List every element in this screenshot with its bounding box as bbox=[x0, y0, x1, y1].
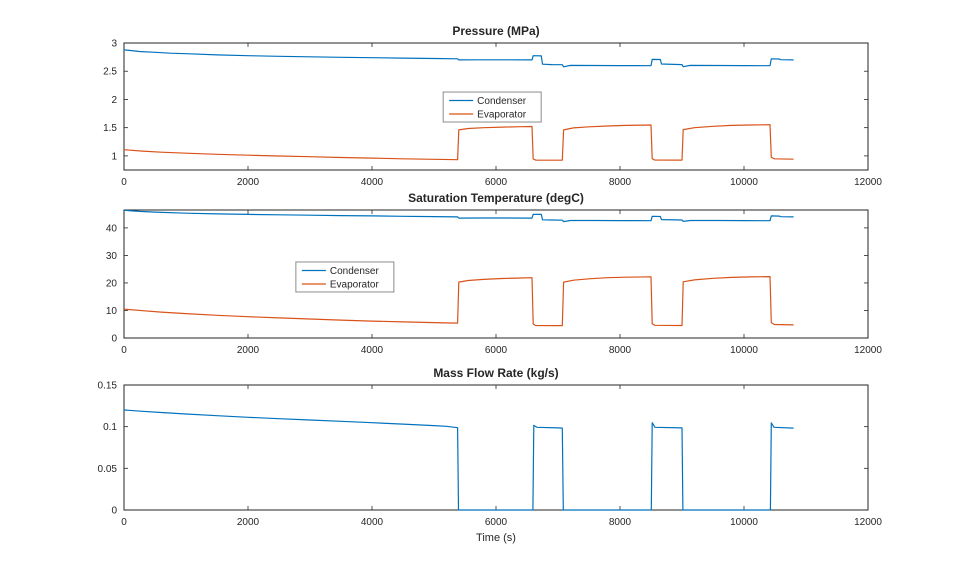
y-tick-label: 0 bbox=[111, 506, 117, 517]
x-tick-label: 4000 bbox=[361, 345, 384, 356]
x-tick-label: 8000 bbox=[609, 177, 632, 188]
chart-mass-flow-rate: 0 2000 4000 6000 8000 10000 12000 0 0.05 0.1 0.15 M… bbox=[98, 366, 883, 544]
y-tick-label: 3 bbox=[111, 39, 117, 50]
y-tick-label: 0.15 bbox=[98, 381, 118, 392]
x-tick-label: 4000 bbox=[361, 517, 384, 528]
x-tick-label: 12000 bbox=[854, 177, 882, 188]
x-tick-label: 6000 bbox=[485, 517, 508, 528]
legend-label: Evaporator bbox=[477, 110, 527, 121]
series-evaporator bbox=[123, 124, 794, 161]
x-tick-label: 2000 bbox=[237, 517, 260, 528]
x-tick-label: 8000 bbox=[609, 517, 632, 528]
y-tick-label: 0 bbox=[111, 334, 117, 345]
chart-pressure: 0 2000 4000 6000 8000 10000 12000 1 1.5 2 2.5 3 Pres… bbox=[103, 24, 882, 188]
y-tick-label: 30 bbox=[106, 251, 118, 262]
x-tick-label: 10000 bbox=[730, 345, 758, 356]
y-tick-label: 1 bbox=[111, 151, 117, 162]
x-tick-label: 0 bbox=[121, 177, 127, 188]
x-tick-label: 12000 bbox=[854, 345, 882, 356]
y-tick-label: 0.05 bbox=[98, 464, 118, 475]
x-axis-label: Time (s) bbox=[476, 532, 516, 544]
y-tick-label: 1.5 bbox=[103, 123, 117, 134]
series-condenser bbox=[123, 49, 794, 68]
x-tick-label: 10000 bbox=[730, 177, 758, 188]
chart-title: Saturation Temperature (degC) bbox=[408, 191, 584, 205]
legend-label: Condenser bbox=[330, 266, 380, 277]
legend-box bbox=[442, 91, 542, 123]
x-tick-label: 2000 bbox=[237, 345, 260, 356]
y-tick-label: 40 bbox=[106, 223, 118, 234]
plot-box bbox=[123, 384, 869, 511]
x-tick-label: 10000 bbox=[730, 517, 758, 528]
plot-box bbox=[123, 209, 869, 339]
legend-box bbox=[295, 261, 395, 293]
x-tick-label: 0 bbox=[121, 517, 127, 528]
chart-title: Mass Flow Rate (kg/s) bbox=[433, 366, 558, 380]
x-tick-label: 4000 bbox=[361, 177, 384, 188]
x-tick-label: 0 bbox=[121, 345, 127, 356]
series-mass-flow bbox=[123, 409, 794, 511]
x-tick-label: 8000 bbox=[609, 345, 632, 356]
y-tick-label: 20 bbox=[106, 278, 118, 289]
x-tick-label: 2000 bbox=[237, 177, 260, 188]
legend-label: Evaporator bbox=[330, 279, 380, 290]
series-condenser bbox=[123, 209, 794, 223]
chart-saturation-temperature: 0 2000 4000 6000 8000 10000 12000 0 10 20 30 40 Satu… bbox=[106, 191, 882, 356]
x-tick-label: 6000 bbox=[485, 177, 508, 188]
y-tick-label: 2 bbox=[111, 95, 117, 106]
x-tick-label: 12000 bbox=[854, 517, 882, 528]
y-tick-label: 2.5 bbox=[103, 67, 117, 78]
y-tick-label: 10 bbox=[106, 306, 118, 317]
legend-label: Condenser bbox=[477, 96, 527, 107]
series-evaporator bbox=[123, 276, 794, 327]
chart-title: Pressure (MPa) bbox=[452, 24, 539, 38]
legend: Condenser Evaporator bbox=[295, 261, 395, 293]
x-tick-label: 6000 bbox=[485, 345, 508, 356]
y-tick-label: 0.1 bbox=[103, 422, 117, 433]
legend: Condenser Evaporator bbox=[442, 91, 542, 123]
